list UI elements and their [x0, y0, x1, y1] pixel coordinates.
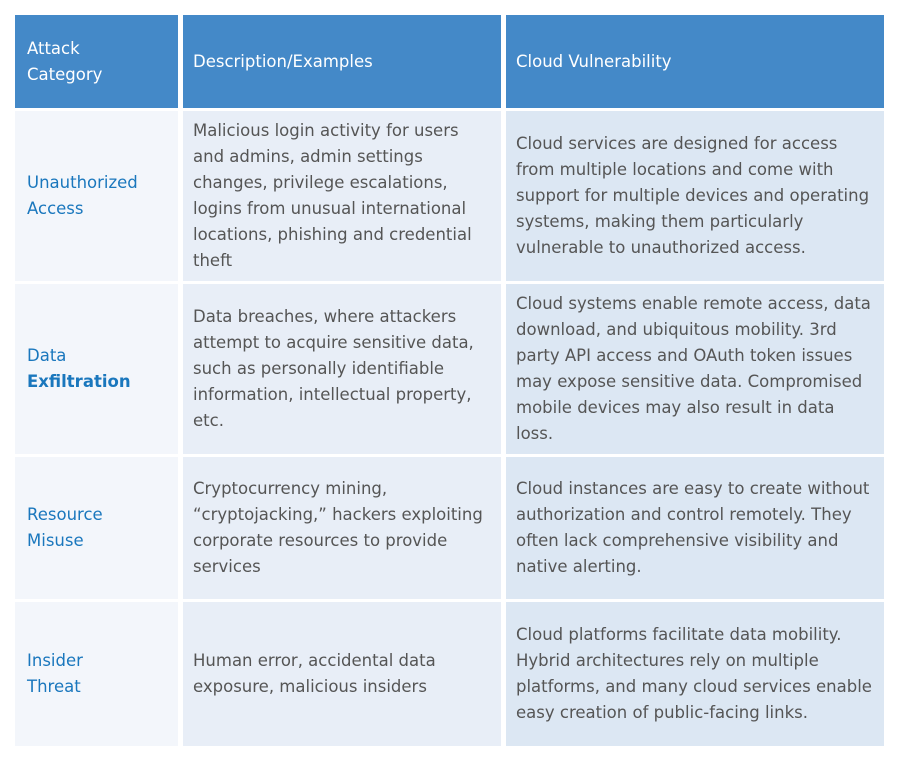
row-vulnerability: Cloud systems enable remote access, data…: [506, 284, 884, 454]
category-word: Data: [27, 346, 67, 365]
row-description: Human error, accidental data exposure, m…: [183, 602, 501, 746]
row-vulnerability: Cloud services are designed for access f…: [506, 111, 884, 281]
category-text: Data Exfiltration: [27, 343, 131, 395]
category-text: Insider Threat: [27, 651, 83, 696]
header-cloud-vulnerability: Cloud Vulnerability: [506, 15, 884, 108]
row-category: Data Exfiltration: [15, 284, 178, 454]
row-vulnerability: Cloud instances are easy to create witho…: [506, 457, 884, 599]
row-description: Data breaches, where attackers attempt t…: [183, 284, 501, 454]
row-category: Resource Misuse: [15, 457, 178, 599]
category-text: Unauthorized Access: [27, 173, 138, 218]
header-attack-category: Attack Category: [15, 15, 178, 108]
category-word-bold: Exfiltration: [27, 372, 131, 391]
row-description: Malicious login activity for users and a…: [183, 111, 501, 281]
row-description: Cryptocurrency mining, “cryptojacking,” …: [183, 457, 501, 599]
row-category: Insider Threat: [15, 602, 178, 746]
category-text: Resource Misuse: [27, 505, 103, 550]
row-vulnerability: Cloud platforms facilitate data mobility…: [506, 602, 884, 746]
header-description: Description/Examples: [183, 15, 501, 108]
attack-table: Attack Category Description/Examples Clo…: [15, 15, 884, 746]
row-category: Unauthorized Access: [15, 111, 178, 281]
